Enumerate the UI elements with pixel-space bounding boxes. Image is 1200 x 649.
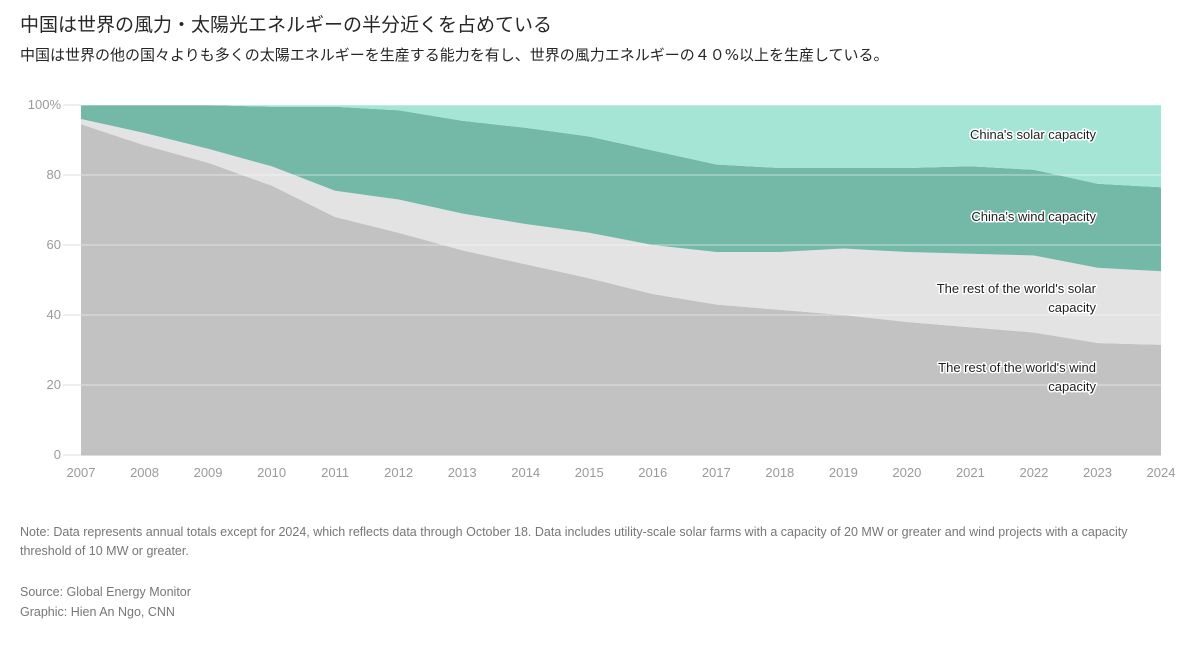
chart-note: Note: Data represents annual totals exce… — [20, 525, 1128, 558]
x-tick-label: 2016 — [638, 465, 667, 480]
x-tick-label: 2022 — [1019, 465, 1048, 480]
y-tick-label: 60 — [47, 237, 61, 252]
x-tick-label: 2007 — [67, 465, 96, 480]
series-label-3: China's solar capacity — [970, 127, 1097, 142]
x-axis-ticks: 2007 2008 2009 2010 2011 2012 2013 2014 2015 2016… — [67, 465, 1176, 480]
x-tick-label: 2019 — [829, 465, 858, 480]
chart-subtitle: 中国は世界の他の国々よりも多くの太陽エネルギーを生産する能力を有し、世界の風力エ… — [20, 46, 889, 64]
x-tick-label: 2012 — [384, 465, 413, 480]
x-tick-label: 2020 — [892, 465, 921, 480]
x-tick-label: 2009 — [194, 465, 223, 480]
y-tick-label: 0 — [54, 447, 61, 462]
x-tick-label: 2011 — [321, 465, 349, 480]
area-series-group — [81, 105, 1161, 456]
x-tick-label: 2024 — [1147, 465, 1176, 480]
series-label-2: China's wind capacity — [971, 209, 1096, 224]
y-tick-label: 100% — [28, 97, 62, 112]
x-tick-label: 2023 — [1083, 465, 1112, 480]
series-label-1: The rest of the world's solar capacity — [937, 281, 1097, 315]
chart-title: 中国は世界の風力・太陽光エネルギーの半分近くを占めている — [20, 14, 553, 36]
x-tick-label: 2018 — [765, 465, 794, 480]
x-tick-label: 2013 — [448, 465, 477, 480]
chart-source: Source: Global Energy Monitor — [20, 585, 191, 599]
y-tick-label: 40 — [47, 307, 61, 322]
x-tick-label: 2014 — [511, 465, 540, 480]
y-tick-label: 80 — [47, 167, 61, 182]
x-tick-label: 2021 — [956, 465, 985, 480]
x-tick-label: 2010 — [257, 465, 286, 480]
stacked-area-chart: 0 20 40 60 80 100% 2007 2008 2009 2010 2011 2012 201… — [28, 97, 1176, 480]
area-series-1 — [81, 119, 1161, 345]
y-gridlines: 0 20 40 60 80 100% — [28, 97, 1161, 462]
x-tick-label: 2008 — [130, 465, 159, 480]
area-series-2 — [81, 105, 1161, 272]
x-tick-label: 2015 — [575, 465, 604, 480]
y-tick-label: 20 — [47, 377, 61, 392]
series-labels: The rest of the world's wind capacity The … — [935, 126, 1098, 396]
series-label-0: The rest of the world's wind capacity — [938, 360, 1096, 394]
chart-credit: Graphic: Hien An Ngo, CNN — [20, 605, 175, 619]
x-tick-label: 2017 — [702, 465, 731, 480]
area-series-3 — [81, 105, 1161, 188]
area-series-0 — [81, 124, 1161, 456]
